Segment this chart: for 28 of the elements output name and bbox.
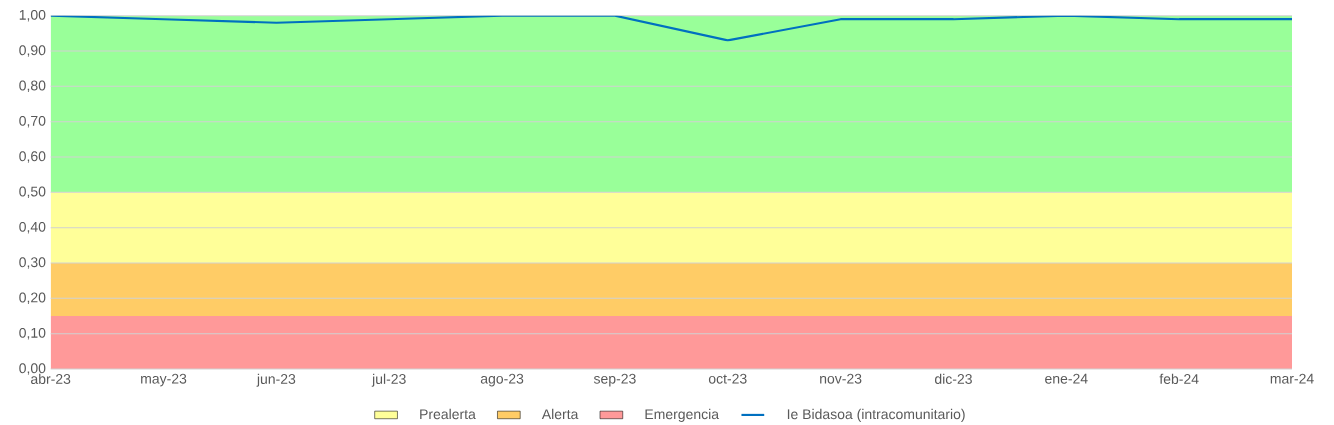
y-tick-label: 1,00 — [19, 9, 46, 22]
x-tick-label: ene-24 — [1045, 373, 1088, 384]
x-tick-label: sep-23 — [593, 373, 636, 387]
x-tick-label: feb-24 — [1159, 373, 1199, 384]
y-tick-label: 0,60 — [19, 151, 46, 163]
y-tick-label: 0,20 — [19, 292, 46, 305]
x-tick-label: jun-23 — [256, 373, 296, 387]
y-tick-label: 0,10 — [19, 327, 46, 340]
legend-label: Alerta — [541, 408, 579, 420]
legend-label: Emergencia — [645, 408, 720, 422]
y-tick-label: 0,30 — [19, 257, 46, 269]
x-tick-label: dic-23 — [934, 373, 972, 384]
x-tick-label: oct-23 — [708, 373, 747, 384]
legend-label: Prealerta — [420, 408, 476, 420]
y-tick-label: 0,40 — [19, 221, 46, 234]
x-tick-label: abr-23 — [31, 373, 71, 384]
y-tick-label: 0,00 — [19, 363, 46, 375]
y-tick-label: 0,90 — [19, 45, 46, 57]
y-tick-label: 0,50 — [19, 186, 46, 199]
legend-label: Ie Bidasoa (intracomunitario) — [787, 408, 965, 422]
y-tick-label: 0,80 — [19, 80, 46, 93]
line-series — [50, 15, 1293, 42]
x-tick-label: jul-23 — [371, 373, 406, 387]
x-tick-label: may-23 — [141, 373, 187, 387]
x-tick-label: nov-23 — [820, 373, 862, 384]
x-tick-label: ago-23 — [480, 373, 524, 387]
x-tick-label: mar-24 — [1270, 373, 1314, 384]
y-tick-label: 0,70 — [19, 115, 46, 128]
